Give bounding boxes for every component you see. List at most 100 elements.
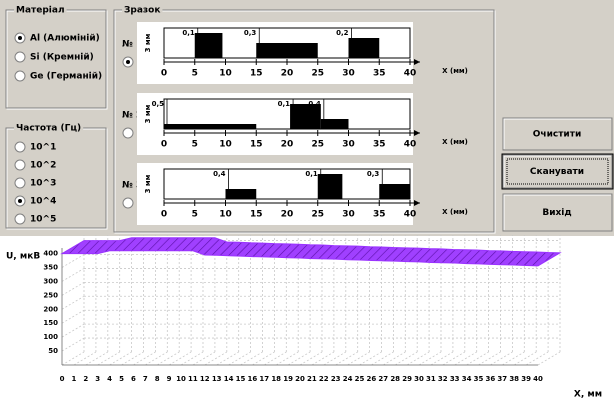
y-tick-label: 100	[43, 333, 58, 341]
x-tick-label: 21	[307, 375, 317, 383]
x-tick-label: 4	[107, 375, 112, 383]
focus-dots[interactable]	[506, 158, 609, 185]
axis-arrow	[414, 59, 420, 65]
defect-block	[317, 174, 343, 199]
tick-label: 25	[311, 69, 324, 79]
tick-label: 10	[219, 69, 232, 79]
button-highlight[interactable]	[503, 118, 611, 149]
grid-line	[61, 351, 85, 366]
radio-circle[interactable]	[122, 197, 134, 209]
radio-label[interactable]: 10^2	[30, 161, 56, 171]
radio[interactable]: 10^5	[14, 213, 56, 225]
depth-label: 0,3	[244, 29, 257, 37]
y-tick-label: 250	[43, 291, 58, 299]
grid-line	[61, 268, 85, 282]
depth-label: 0,1	[278, 100, 291, 108]
grid-line	[121, 351, 144, 366]
grid-line	[394, 351, 418, 366]
grid-line	[442, 351, 466, 366]
button-label[interactable]: Очистити	[533, 130, 582, 140]
axis-arrow	[414, 200, 420, 206]
group-title-bg	[122, 5, 163, 16]
x-tick-label: 0	[60, 375, 65, 383]
radio[interactable]: 10^2	[14, 159, 56, 171]
radio[interactable]: 10^4	[14, 195, 56, 207]
radio[interactable]: Ge (Германій)	[14, 70, 102, 82]
x-tick-label: 8	[155, 375, 160, 383]
radio-label[interactable]: 10^5	[30, 215, 56, 225]
radio[interactable]	[122, 197, 134, 209]
tick-label: 10	[219, 140, 232, 150]
x-tick-label: 28	[390, 375, 400, 383]
x-tick-label: 27	[378, 375, 388, 383]
x-tick-label: 20	[295, 375, 305, 383]
radio-circle[interactable]	[14, 141, 26, 153]
button[interactable]: Сканувати	[501, 153, 614, 190]
group-title: Зразок	[124, 6, 160, 16]
y-tick-label: 300	[43, 277, 58, 285]
x-tick-label: 11	[188, 375, 198, 383]
x-tick-label: 31	[426, 375, 436, 383]
radio-dot[interactable]	[18, 36, 22, 40]
radio-circle[interactable]	[14, 177, 26, 189]
tick-label: 20	[281, 69, 294, 79]
radio-dot[interactable]	[126, 60, 130, 64]
radio-label[interactable]: Si (Кремній)	[30, 52, 94, 63]
tick-label: 20	[281, 210, 294, 220]
y-axis-label: U, мкВ	[6, 252, 40, 262]
x-axis-label: X (мм)	[442, 208, 468, 216]
button[interactable]: Вихід	[502, 193, 613, 232]
button-label[interactable]: Вихід	[542, 207, 571, 218]
radio-dot[interactable]	[18, 199, 22, 203]
x-tick-label: 7	[143, 375, 148, 383]
radio-label[interactable]: 10^3	[30, 179, 56, 189]
radio-circle[interactable]	[14, 51, 26, 63]
tick-label: 20	[281, 140, 294, 150]
button-face[interactable]	[502, 117, 613, 151]
radio-label[interactable]: 10^4	[30, 197, 56, 207]
grid-line	[61, 295, 85, 310]
grid-line	[430, 351, 454, 366]
x-tick-label: 39	[521, 375, 531, 383]
radio[interactable]: Al (Алюміній)	[14, 32, 100, 44]
x-tick-label: 40	[533, 375, 543, 383]
button-face[interactable]	[502, 193, 613, 232]
tick-label: 35	[373, 210, 386, 220]
tick-label: 15	[250, 210, 263, 220]
grid-line	[109, 351, 132, 366]
radio-circle[interactable]	[14, 213, 26, 225]
x-tick-label: 29	[402, 375, 412, 383]
x-tick-label: 16	[248, 375, 258, 383]
y-tick-label: 350	[43, 264, 58, 272]
radio[interactable]	[122, 56, 134, 68]
grid-line	[61, 309, 85, 324]
radio[interactable]: 10^1	[14, 141, 56, 153]
radio[interactable]: Si (Кремній)	[14, 51, 94, 63]
defect-block	[290, 104, 321, 129]
radio-label[interactable]: 10^1	[30, 143, 56, 153]
radio[interactable]	[122, 127, 134, 139]
button-face[interactable]	[502, 154, 613, 189]
radio-circle[interactable]	[14, 70, 26, 82]
radio-label[interactable]: Ge (Германій)	[30, 71, 102, 82]
radio[interactable]: 10^3	[14, 177, 56, 189]
grid-line	[156, 351, 180, 366]
sample-label: № 2	[122, 111, 142, 121]
radio-circle[interactable]	[14, 159, 26, 171]
button-focus[interactable]	[501, 153, 614, 190]
tick-label: 15	[250, 69, 263, 79]
x-tick-label: 18	[271, 375, 281, 383]
depth-label: 0,5	[152, 100, 165, 108]
grid-line	[216, 351, 239, 366]
tick-label: 30	[342, 210, 355, 220]
group-title-bg	[14, 4, 67, 16]
button-highlight[interactable]	[503, 155, 611, 187]
button-label[interactable]: Сканувати	[530, 167, 584, 177]
x-tick-label: 3	[95, 375, 100, 383]
radio-circle[interactable]	[122, 127, 134, 139]
radio-label[interactable]: Al (Алюміній)	[30, 33, 100, 44]
button[interactable]: Очистити	[502, 117, 613, 151]
grid-line	[73, 351, 97, 366]
button-highlight[interactable]	[503, 194, 611, 230]
x-tick-label: 2	[83, 375, 88, 383]
